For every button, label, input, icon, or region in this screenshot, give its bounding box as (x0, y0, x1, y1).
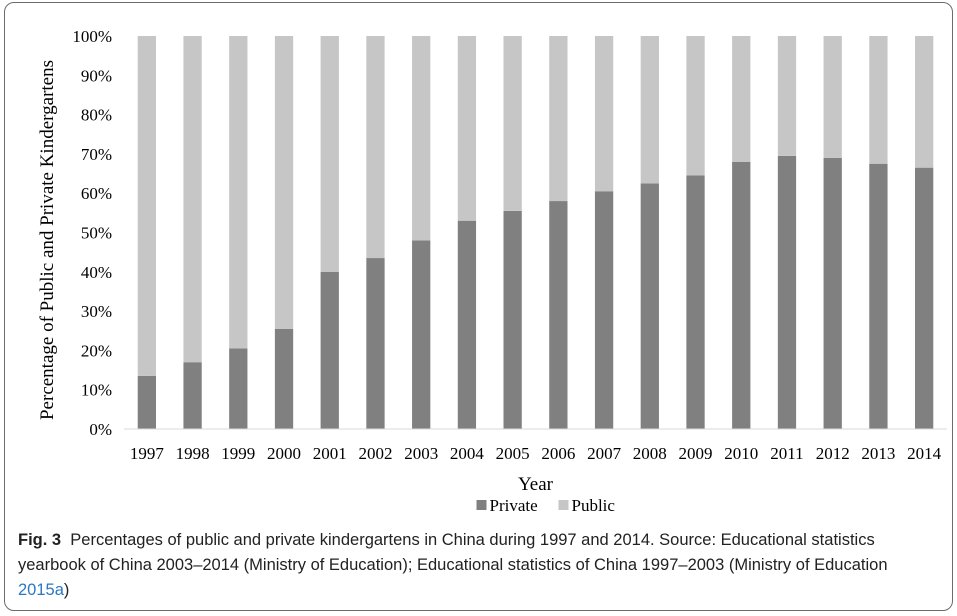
x-tick-label: 2011 (770, 444, 803, 463)
bar-public (229, 36, 248, 349)
y-tick-label: 40% (81, 263, 112, 282)
bar-private (503, 210, 522, 429)
bar-public (457, 36, 477, 221)
x-tick-label: 2014 (907, 444, 942, 463)
x-tick-label: 2007 (587, 444, 622, 463)
y-tick-label: 80% (81, 106, 112, 125)
bar-public (549, 36, 568, 202)
figure-caption: Fig. 3 Percentages of public and private… (18, 528, 943, 603)
caption-reference-link[interactable]: 2015a (18, 581, 64, 599)
bar-private (869, 163, 888, 429)
caption-tail: ) (63, 581, 70, 599)
x-tick-label: 2001 (313, 444, 347, 463)
x-tick-label: 2009 (679, 444, 713, 463)
x-tick-label: 1998 (176, 444, 210, 463)
y-tick-label: 10% (81, 381, 112, 400)
bar-private (732, 161, 751, 429)
bar-private (412, 240, 431, 429)
y-tick-label: 0% (89, 420, 112, 439)
bar-private (549, 201, 568, 429)
legend-label-public: Public (572, 496, 616, 515)
x-tick-label: 2008 (633, 444, 667, 463)
bar-private (914, 167, 934, 429)
x-tick-label: 2013 (861, 444, 895, 463)
legend-swatch-private (476, 500, 487, 510)
y-tick-label: 70% (81, 145, 112, 164)
legend-label-private: Private (490, 496, 538, 515)
x-axis-title: Year (518, 474, 554, 495)
x-tick-label: 1999 (221, 444, 255, 463)
bar-public (732, 36, 751, 162)
bar-public (366, 36, 385, 259)
bar-public (869, 36, 888, 164)
x-tick-label: 2012 (816, 444, 850, 463)
bar-public (320, 36, 339, 272)
bar-private (274, 328, 294, 429)
x-tick-label: 2003 (404, 444, 438, 463)
bar-private (594, 191, 614, 429)
bar-private (823, 157, 842, 429)
bar-private (320, 271, 339, 429)
bar-private (229, 348, 248, 429)
y-tick-label: 30% (81, 302, 112, 321)
bar-public (823, 36, 842, 158)
bar-public (777, 36, 797, 156)
bar-private (777, 155, 797, 430)
bar-public (914, 36, 934, 168)
bar-public (274, 36, 294, 329)
bar-private (640, 183, 659, 429)
y-tick-label: 50% (81, 224, 112, 243)
bar-private (137, 375, 157, 429)
bar-public (412, 36, 431, 241)
bar-public (503, 36, 522, 211)
x-tick-label: 2010 (724, 444, 758, 463)
y-axis-title: Percentage of Public and Private Kinderg… (37, 59, 58, 421)
bar-public (686, 36, 705, 176)
bar-private (457, 220, 477, 429)
bar-public (594, 36, 614, 192)
bar-private (686, 175, 705, 429)
bar-public (137, 36, 157, 376)
x-tick-label: 1997 (130, 444, 165, 463)
x-tick-label: 2006 (541, 444, 575, 463)
caption-text: Percentages of public and private kinder… (18, 531, 888, 574)
legend-swatch-public (558, 500, 569, 510)
stacked-bar-chart: 0% 10% 20% 30% 40% 50% 60% 70% 80% 90% 100% 1997 199… (72, 27, 947, 515)
x-tick-label: 2004 (450, 444, 485, 463)
bar-private (366, 258, 385, 429)
y-tick-label: 100% (72, 27, 112, 46)
x-tick-label: 2000 (267, 444, 301, 463)
bar-public (183, 36, 202, 363)
bar-public (640, 36, 659, 184)
bar-private (183, 362, 202, 429)
y-tick-label: 90% (81, 66, 112, 85)
x-tick-label: 2005 (496, 444, 530, 463)
x-tick-label: 2002 (358, 444, 392, 463)
y-tick-label: 20% (81, 341, 112, 360)
y-tick-label: 60% (81, 184, 112, 203)
caption-label: Fig. 3 (18, 531, 62, 549)
